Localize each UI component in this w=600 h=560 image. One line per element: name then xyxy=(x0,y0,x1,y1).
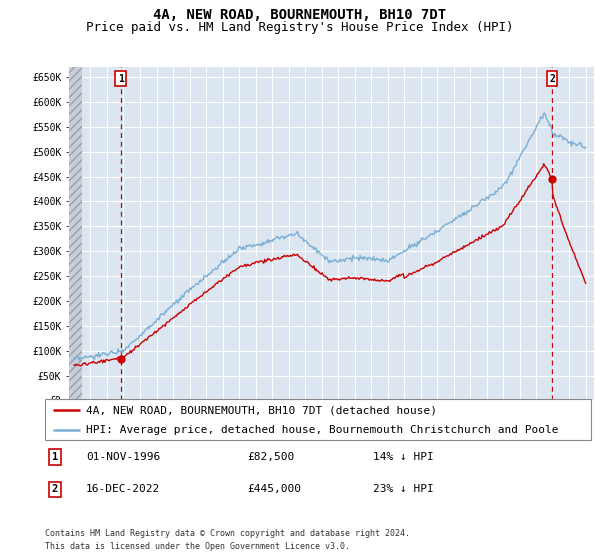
Bar xyxy=(69,67,82,400)
Text: 1: 1 xyxy=(52,452,58,462)
FancyBboxPatch shape xyxy=(45,399,591,440)
Text: 4A, NEW ROAD, BOURNEMOUTH, BH10 7DT: 4A, NEW ROAD, BOURNEMOUTH, BH10 7DT xyxy=(154,8,446,22)
Text: 2: 2 xyxy=(52,484,58,494)
Text: Price paid vs. HM Land Registry's House Price Index (HPI): Price paid vs. HM Land Registry's House … xyxy=(86,21,514,34)
Text: HPI: Average price, detached house, Bournemouth Christchurch and Poole: HPI: Average price, detached house, Bour… xyxy=(86,424,559,435)
Text: Contains HM Land Registry data © Crown copyright and database right 2024.: Contains HM Land Registry data © Crown c… xyxy=(45,529,410,538)
Text: £82,500: £82,500 xyxy=(247,452,294,462)
Text: £445,000: £445,000 xyxy=(247,484,301,494)
Text: 1: 1 xyxy=(118,74,124,84)
Text: 23% ↓ HPI: 23% ↓ HPI xyxy=(373,484,433,494)
Text: 01-NOV-1996: 01-NOV-1996 xyxy=(86,452,160,462)
Text: This data is licensed under the Open Government Licence v3.0.: This data is licensed under the Open Gov… xyxy=(45,542,350,550)
Text: 14% ↓ HPI: 14% ↓ HPI xyxy=(373,452,433,462)
Text: 16-DEC-2022: 16-DEC-2022 xyxy=(86,484,160,494)
Text: 4A, NEW ROAD, BOURNEMOUTH, BH10 7DT (detached house): 4A, NEW ROAD, BOURNEMOUTH, BH10 7DT (det… xyxy=(86,405,437,415)
Text: 2: 2 xyxy=(549,74,555,84)
